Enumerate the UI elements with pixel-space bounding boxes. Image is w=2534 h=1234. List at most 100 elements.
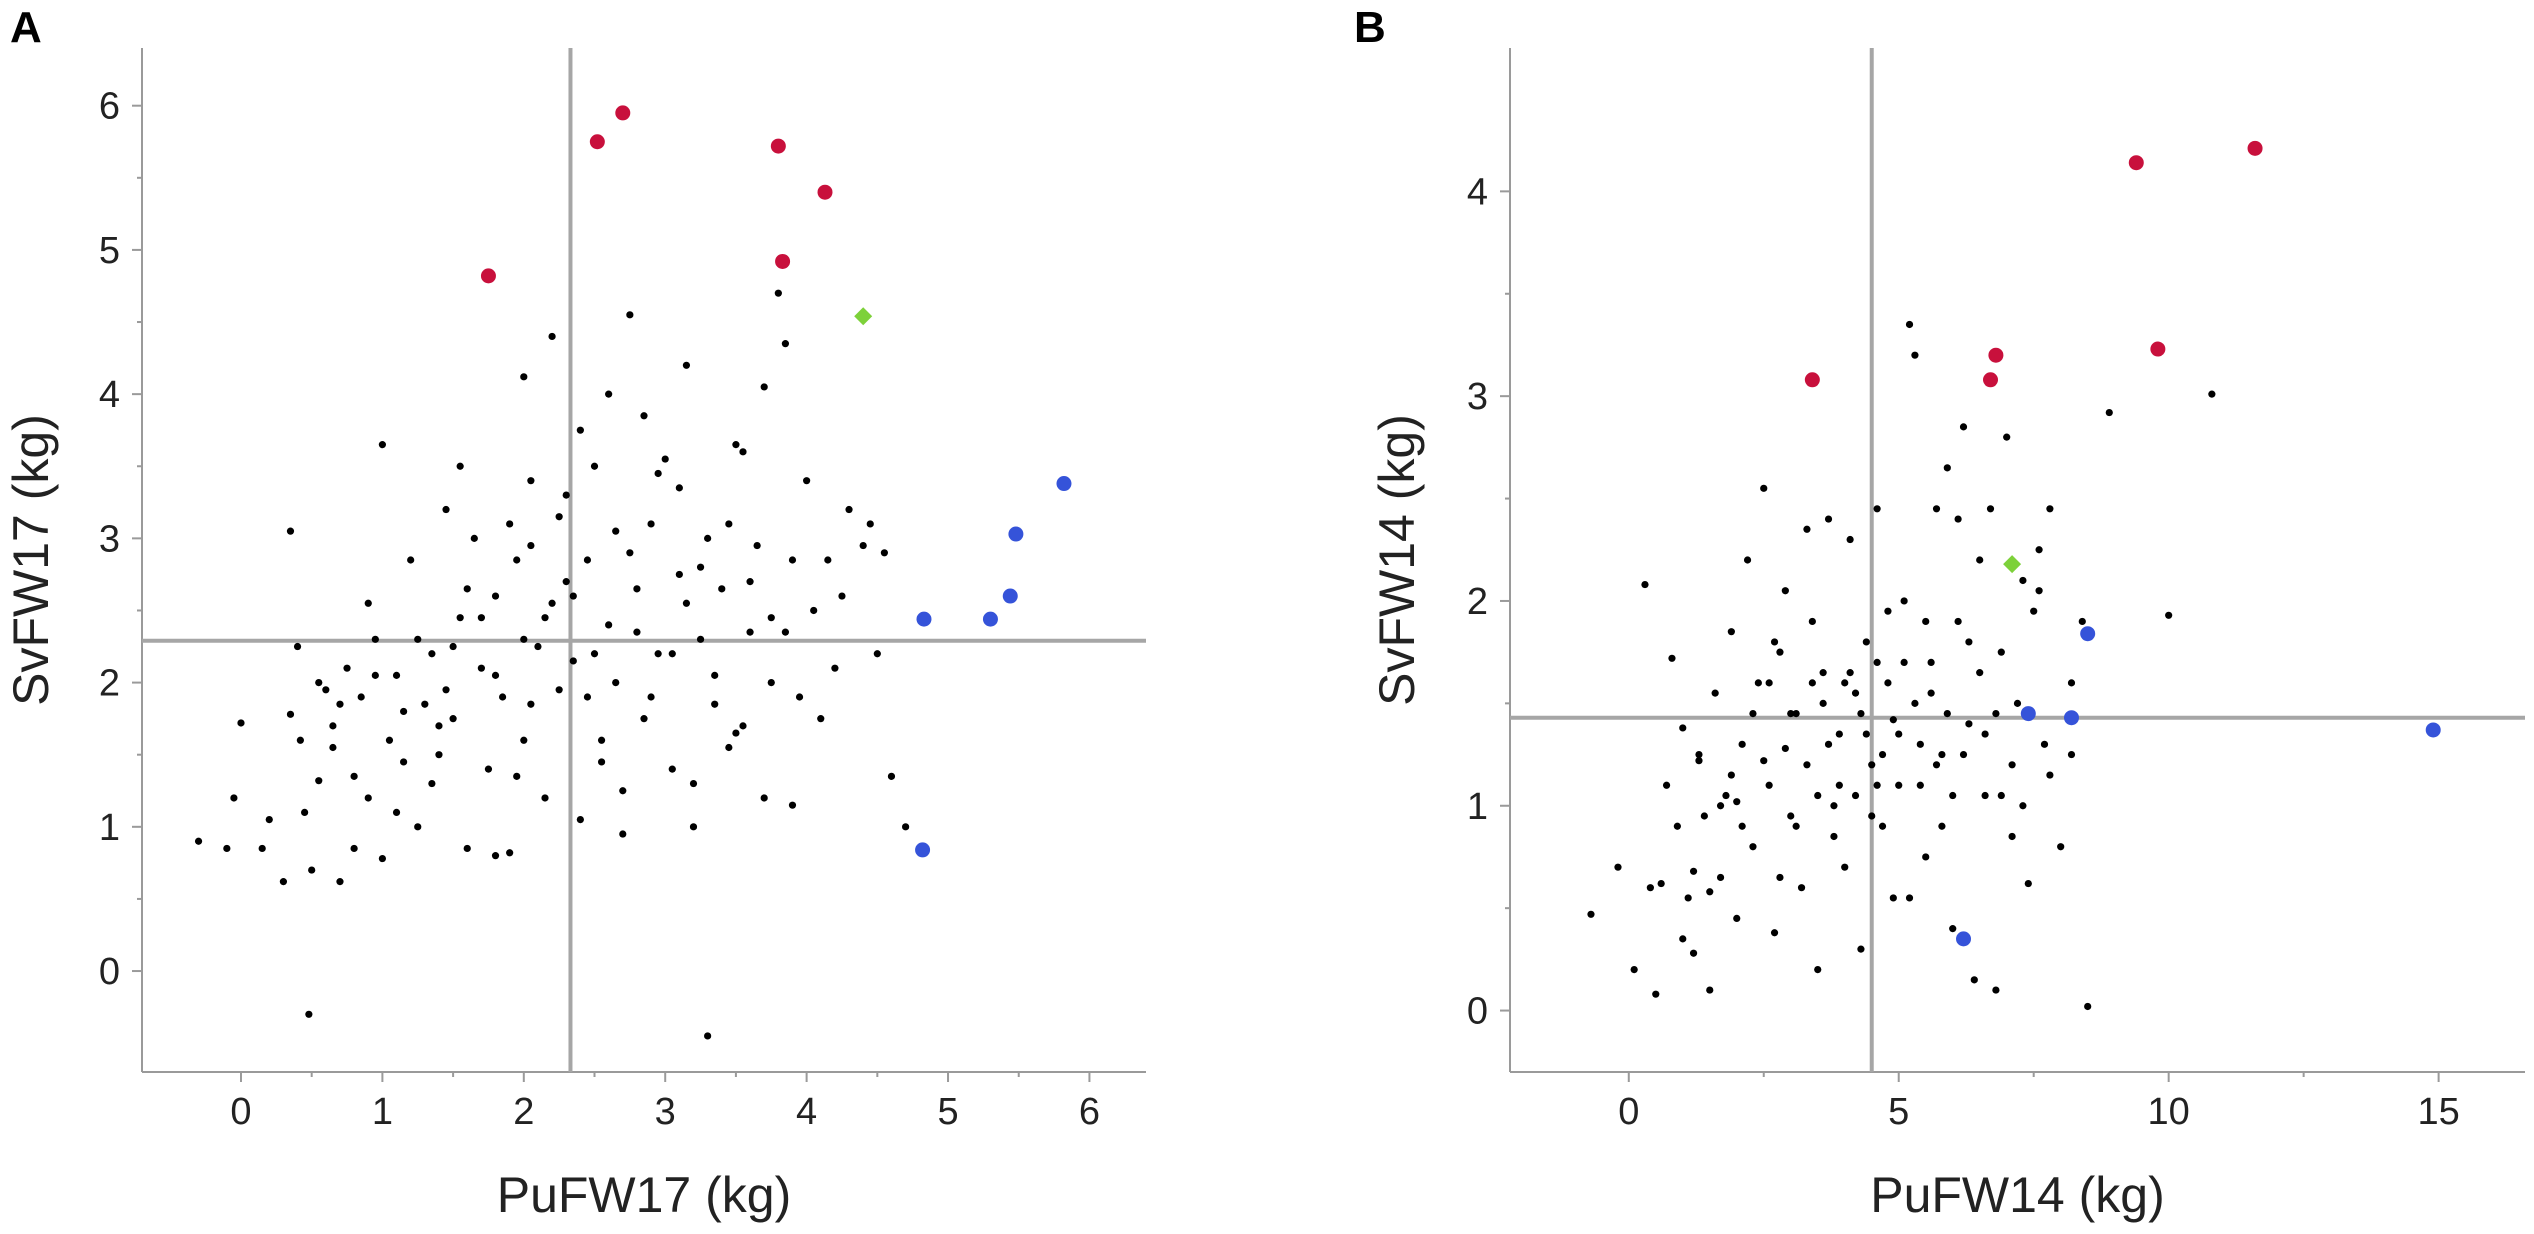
data-point: [1711, 689, 1719, 697]
x-tick-label: 1: [372, 1091, 393, 1133]
data-point: [562, 491, 570, 499]
y-tick-label: 1: [99, 807, 120, 849]
data-point: [781, 340, 790, 348]
data-point: [548, 599, 556, 607]
data-point: [286, 527, 295, 535]
data-point: [1684, 894, 1692, 902]
data-point: [590, 650, 599, 658]
data-point: [590, 462, 599, 470]
data-point: [506, 849, 514, 857]
data-point: [1927, 658, 1935, 667]
series-blue: [1956, 626, 2441, 947]
x-tick-label: 5: [1888, 1091, 1909, 1133]
data-point: [470, 534, 478, 542]
blue-highlight-point: [915, 842, 931, 858]
data-point: [1668, 654, 1676, 662]
blue-highlight-point: [1956, 931, 1972, 947]
data-point: [1851, 689, 1860, 697]
data-point: [2019, 576, 2027, 585]
data-point: [1819, 699, 1827, 707]
data-point: [880, 549, 888, 557]
data-point: [1992, 986, 2000, 994]
blue-highlight-point: [2080, 626, 2096, 642]
data-point: [675, 484, 683, 492]
data-point: [803, 477, 811, 485]
data-point: [1797, 884, 1806, 892]
data-point: [619, 830, 627, 838]
data-point: [513, 556, 521, 564]
highlight-diamond-point: [2003, 555, 2022, 574]
data-point: [887, 772, 896, 780]
data-point: [2040, 740, 2049, 748]
data-point: [2208, 390, 2216, 398]
data-point: [1679, 935, 1687, 943]
data-point: [1857, 710, 1865, 718]
data-point: [1884, 607, 1892, 615]
data-point: [1770, 929, 1779, 937]
data-point: [1733, 798, 1741, 806]
data-point: [2067, 750, 2076, 759]
data-point: [1743, 556, 1752, 564]
data-point: [1851, 791, 1860, 800]
data-point: [732, 729, 740, 737]
data-point: [1733, 914, 1741, 923]
data-point: [1765, 679, 1773, 687]
data-point: [1695, 750, 1703, 759]
data-point: [654, 650, 662, 658]
data-point: [1916, 740, 1924, 748]
data-point: [576, 816, 584, 824]
data-point: [2084, 1002, 2092, 1011]
data-point: [689, 823, 698, 831]
y-tick-label: 4: [1467, 171, 1488, 213]
data-point: [1873, 781, 1881, 789]
y-tick-label: 3: [1467, 376, 1488, 418]
data-point: [1830, 832, 1838, 841]
data-point: [491, 671, 500, 679]
data-point: [1587, 910, 1595, 918]
red-highlight-point: [480, 268, 496, 284]
series-diamond: [854, 307, 873, 326]
data-point: [527, 700, 535, 708]
data-point: [2067, 679, 2076, 687]
data-point: [1824, 515, 1833, 523]
data-point: [2078, 617, 2086, 626]
panel-A: A 0 1 2 3 4 5 6 0 1 2 3 4 5 6 PuFW17 (kg) SvFW17 (kg): [3, 3, 1146, 1223]
data-point: [343, 664, 351, 672]
data-point: [555, 513, 563, 521]
data-point: [1760, 757, 1768, 765]
data-point: [456, 614, 464, 622]
data-point: [795, 693, 804, 701]
data-point: [1862, 730, 1870, 738]
data-point: [1905, 320, 1914, 329]
data-point: [364, 599, 372, 607]
data-point: [1954, 617, 1962, 626]
data-point: [739, 722, 747, 730]
data-point: [1776, 873, 1784, 882]
data-point: [838, 592, 846, 600]
data-point: [1981, 791, 1989, 800]
data-point: [817, 715, 825, 723]
data-point: [2030, 607, 2038, 615]
data-point: [435, 722, 443, 730]
data-point: [527, 477, 535, 485]
data-point: [1787, 710, 1795, 718]
data-point: [1808, 679, 1816, 687]
data-point: [1889, 894, 1897, 902]
data-point: [1706, 888, 1714, 896]
data-point: [562, 578, 570, 586]
data-point: [1905, 894, 1914, 902]
data-point: [286, 710, 295, 718]
data-point: [647, 520, 655, 528]
data-point: [1630, 966, 1638, 974]
data-point: [477, 614, 485, 622]
data-point: [859, 541, 867, 550]
data-point: [315, 678, 323, 687]
data-point: [1868, 761, 1876, 769]
data-point: [1841, 679, 1849, 687]
data-point: [711, 671, 719, 679]
data-point: [1749, 710, 1757, 718]
data-point: [484, 765, 493, 773]
series-black: [1587, 320, 2216, 1011]
data-point: [746, 578, 754, 586]
